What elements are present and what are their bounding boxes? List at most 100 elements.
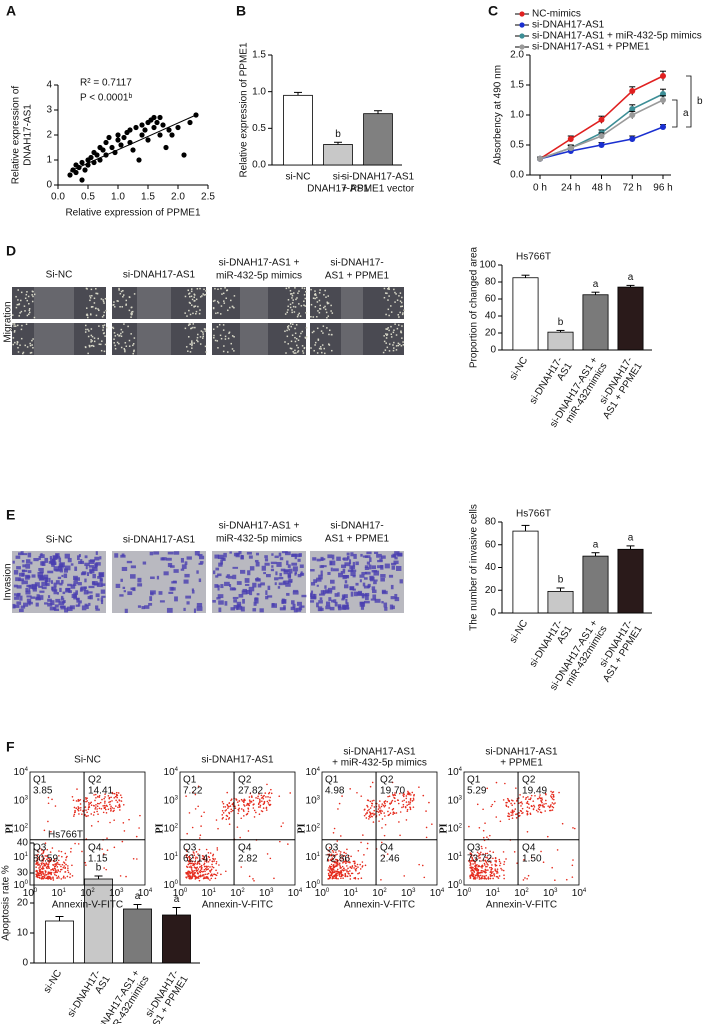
event-dot bbox=[204, 860, 206, 862]
cell-stain bbox=[18, 608, 24, 613]
y-tick-label: 103 bbox=[306, 795, 321, 806]
cell-stain bbox=[41, 586, 47, 590]
cell-speck bbox=[32, 347, 34, 349]
event-dot bbox=[384, 823, 387, 826]
cell-speck bbox=[84, 331, 87, 333]
event-dot bbox=[361, 866, 364, 868]
cell-speck bbox=[313, 330, 315, 333]
cell-stain bbox=[46, 583, 50, 587]
cell-stain bbox=[18, 572, 22, 577]
point bbox=[94, 152, 100, 158]
event-dot bbox=[343, 854, 346, 857]
cell-speck bbox=[114, 347, 117, 350]
cell-stain bbox=[331, 599, 335, 603]
quadrant-label: Q4 bbox=[238, 842, 252, 853]
event-dot bbox=[521, 812, 523, 815]
cell-stain bbox=[160, 557, 165, 561]
cell-stain bbox=[14, 596, 20, 600]
point bbox=[193, 112, 199, 118]
event-dot bbox=[410, 794, 412, 796]
event-dot bbox=[39, 868, 41, 871]
event-dot bbox=[101, 798, 103, 801]
wound-gap bbox=[137, 287, 171, 319]
cell-stain bbox=[58, 557, 62, 563]
cell-speck bbox=[401, 337, 403, 339]
cell-speck bbox=[388, 329, 390, 332]
cell-speck bbox=[216, 300, 219, 303]
cell-speck bbox=[385, 328, 387, 330]
cell-speck bbox=[28, 308, 31, 310]
event-dot bbox=[38, 874, 41, 877]
event-dot bbox=[220, 873, 222, 876]
cell-stain bbox=[325, 605, 331, 610]
cell-speck bbox=[324, 289, 326, 292]
cell-speck bbox=[12, 314, 14, 316]
event-dot bbox=[47, 865, 50, 868]
event-dot bbox=[383, 805, 386, 808]
cell-speck bbox=[385, 333, 387, 335]
cell-speck bbox=[95, 307, 97, 310]
cell-speck bbox=[98, 325, 100, 327]
quadrant-label: Q3 bbox=[467, 842, 481, 853]
event-dot bbox=[554, 802, 556, 804]
event-dot bbox=[98, 794, 101, 797]
cell-stain bbox=[25, 563, 31, 569]
event-dot bbox=[190, 865, 192, 867]
event-dot bbox=[412, 797, 415, 800]
y-tick-label: 101 bbox=[448, 851, 463, 862]
cell-stain bbox=[274, 577, 279, 581]
cell-stain bbox=[376, 553, 382, 558]
event-dot bbox=[378, 820, 380, 822]
event-dot bbox=[469, 866, 472, 869]
cell-stain bbox=[345, 599, 348, 604]
cell-speck bbox=[33, 316, 36, 319]
point bbox=[115, 137, 121, 143]
cell-speck bbox=[396, 327, 399, 330]
cell-stain bbox=[73, 580, 78, 584]
event-dot bbox=[365, 813, 367, 815]
y-axis-label: Proportion of changed area bbox=[469, 246, 480, 368]
event-dot bbox=[35, 870, 37, 873]
cell-stain bbox=[137, 577, 142, 583]
image-column-title: miR-432-5p mimics bbox=[216, 534, 302, 545]
cell-speck bbox=[305, 327, 308, 329]
cell-stain bbox=[198, 555, 205, 560]
cell-speck bbox=[318, 292, 321, 294]
event-dot bbox=[47, 867, 50, 869]
cell-speck bbox=[90, 345, 93, 347]
tick-base: 10 bbox=[164, 823, 176, 834]
cell-speck bbox=[17, 346, 19, 349]
event-dot bbox=[368, 818, 370, 820]
event-dot bbox=[208, 870, 211, 872]
event-dot bbox=[40, 873, 43, 876]
cell-stain bbox=[22, 569, 28, 573]
y-tick-label: 10 bbox=[17, 928, 29, 939]
event-dot bbox=[50, 878, 52, 880]
event-dot bbox=[401, 806, 403, 809]
x-tick-label: 104 bbox=[138, 888, 153, 899]
event-dot bbox=[47, 802, 50, 805]
cell-speck bbox=[223, 345, 225, 347]
cell-speck bbox=[130, 313, 133, 316]
cell-stain bbox=[23, 580, 28, 585]
cell-stain bbox=[99, 556, 102, 560]
cell-stain bbox=[220, 559, 223, 565]
cell-stain bbox=[191, 590, 195, 594]
cell-stain bbox=[184, 573, 190, 578]
cell-speck bbox=[233, 295, 236, 297]
cell-speck bbox=[191, 344, 193, 347]
event-dot bbox=[115, 799, 117, 802]
x-tick-label: 24 h bbox=[561, 183, 580, 194]
event-dot bbox=[195, 869, 197, 872]
cell-stain bbox=[283, 580, 290, 584]
cell-speck bbox=[91, 335, 94, 338]
event-dot bbox=[551, 805, 554, 808]
event-dot bbox=[381, 818, 384, 820]
event-dot bbox=[187, 860, 190, 863]
event-dot bbox=[62, 875, 65, 878]
cell-stain bbox=[127, 591, 133, 596]
event-dot bbox=[206, 876, 208, 879]
wound-gap bbox=[137, 323, 171, 355]
event-dot bbox=[194, 878, 197, 880]
event-dot bbox=[378, 804, 380, 806]
